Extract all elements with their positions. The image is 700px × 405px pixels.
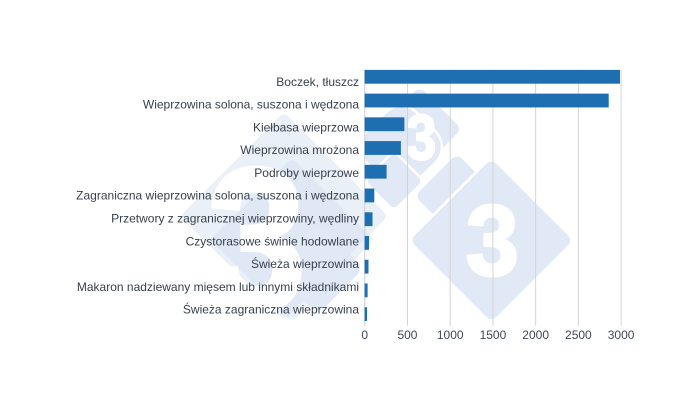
svg-text:3000: 3000 xyxy=(608,328,635,342)
svg-text:1500: 1500 xyxy=(480,328,507,342)
svg-text:Wieprzowina solona, suszona i: Wieprzowina solona, suszona i wędzona xyxy=(143,98,359,112)
svg-text:3: 3 xyxy=(466,185,519,297)
svg-text:Zagraniczna wieprzowina solona: Zagraniczna wieprzowina solona, suszona … xyxy=(76,189,359,203)
svg-text:2000: 2000 xyxy=(522,328,549,342)
svg-text:Kiełbasa wieprzowa: Kiełbasa wieprzowa xyxy=(253,120,359,134)
svg-text:Świeża zagraniczna wieprzowina: Świeża zagraniczna wieprzowina xyxy=(183,302,359,317)
svg-text:0: 0 xyxy=(361,328,368,342)
svg-text:3: 3 xyxy=(406,101,436,173)
svg-text:500: 500 xyxy=(397,328,417,342)
svg-text:Podroby wieprzowe: Podroby wieprzowe xyxy=(254,166,359,180)
svg-text:Czystorasowe świnie hodowlane: Czystorasowe świnie hodowlane xyxy=(186,234,360,248)
svg-text:2500: 2500 xyxy=(565,328,592,342)
svg-text:1000: 1000 xyxy=(437,328,464,342)
svg-text:Świeża wieprzowina: Świeża wieprzowina xyxy=(251,256,359,271)
svg-text:Wieprzowina mrożona: Wieprzowina mrożona xyxy=(240,143,359,157)
svg-text:Przetwory z zagranicznej wiepr: Przetwory z zagranicznej wieprzowiny, wę… xyxy=(111,211,359,225)
svg-text:3: 3 xyxy=(207,128,305,352)
svg-text:Makaron nadziewany mięsem lub: Makaron nadziewany mięsem lub innymi skł… xyxy=(77,280,359,294)
svg-text:Boczek, tłuszcz: Boczek, tłuszcz xyxy=(276,75,359,89)
